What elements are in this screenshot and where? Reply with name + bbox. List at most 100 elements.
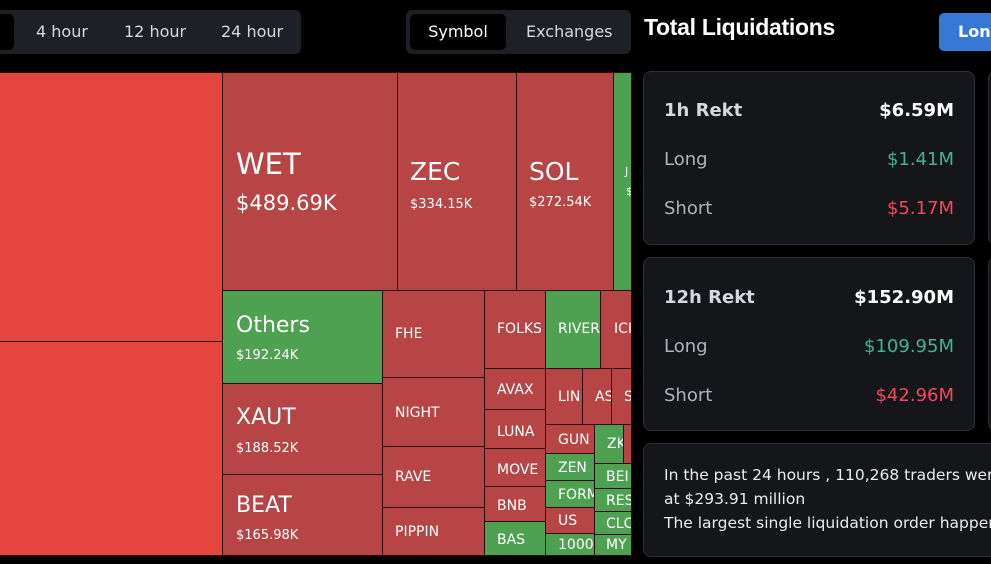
tile-value: $165.98K	[236, 528, 299, 543]
rekt-1h-long-label: Long	[664, 149, 708, 170]
tile-symbol: AVAX	[497, 382, 534, 398]
groupby-selector: Symbol Exchanges	[406, 10, 631, 54]
treemap-tile-pippin[interactable]: PIPPIN	[382, 507, 485, 556]
treemap-tile-sol[interactable]: SOL $272.54K	[516, 72, 614, 291]
tile-symbol: NIGHT	[395, 405, 440, 421]
tile-symbol: FORM	[558, 487, 595, 503]
rekt-1h-title: 1h Rekt	[664, 100, 743, 121]
tab-exchanges[interactable]: Exchanges	[526, 22, 613, 41]
treemap-tile-my[interactable]: MY	[594, 534, 632, 556]
treemap-tile-j[interactable]: J $	[613, 72, 632, 291]
tile-symbol: ZEN	[558, 460, 587, 476]
tab-symbol[interactable]: Symbol	[410, 14, 506, 50]
treemap-tile-zec[interactable]: ZEC $334.15K	[397, 72, 517, 291]
tile-value: $272.54K	[529, 195, 592, 210]
treemap-tile-as[interactable]: AS	[582, 368, 612, 425]
tab-selected-timeframe[interactable]	[0, 14, 14, 50]
tile-symbol: BNB	[497, 498, 527, 514]
tile-symbol: RAVE	[395, 469, 432, 485]
liquidation-treemap: WET $489.69K ZEC $334.15K SOL $272.54K J…	[0, 72, 632, 558]
tile-symbol: LIN	[558, 389, 581, 405]
summary-line-3: The largest single liquidation order hap…	[664, 514, 991, 532]
treemap-tile-large-bottom[interactable]	[0, 341, 223, 556]
rekt-12h-card: 12h Rekt $152.90M Long $109.95M Short $4…	[643, 257, 975, 431]
summary-line-1: In the past 24 hours , 110,268 traders w…	[664, 466, 991, 484]
treemap-tile-avax[interactable]: AVAX	[484, 368, 546, 410]
tab-12-hour[interactable]: 12 hour	[124, 22, 187, 41]
tile-value: $192.24K	[236, 348, 299, 363]
treemap-tile-rave[interactable]: RAVE	[382, 446, 485, 508]
tile-symbol: FOLKS	[497, 321, 542, 337]
tile-symbol: AS	[595, 389, 612, 405]
treemap-tile-river[interactable]: RIVER	[545, 290, 601, 369]
tile-symbol: J	[625, 165, 629, 178]
rekt-1h-card: 1h Rekt $6.59M Long $1.41M Short $5.17M	[643, 71, 975, 245]
treemap-tile-form[interactable]: FORM	[545, 480, 595, 508]
treemap-tile-lin[interactable]: LIN	[545, 368, 583, 425]
tile-symbol: PIPPIN	[395, 524, 440, 540]
tile-symbol: CLC	[606, 516, 632, 532]
treemap-tile-others[interactable]: Others $192.24K	[222, 290, 383, 384]
treemap-tile-small-right[interactable]	[623, 424, 632, 464]
tile-value: $	[626, 185, 631, 198]
tile-symbol: S	[624, 389, 631, 405]
treemap-tile-bei[interactable]: BEI	[594, 463, 632, 489]
treemap-tile-ici[interactable]: ICI	[600, 290, 632, 369]
rekt-1h-short-value: $5.17M	[886, 198, 954, 219]
treemap-tile-move[interactable]: MOVE	[484, 448, 546, 487]
summary-line-2: at $293.91 million	[664, 490, 806, 508]
tile-value: $188.52K	[236, 441, 299, 456]
treemap-tile-clc[interactable]: CLC	[594, 511, 632, 535]
treemap-tile-xaut[interactable]: XAUT $188.52K	[222, 383, 383, 475]
rekt-12h-long-label: Long	[664, 336, 708, 357]
rekt-1h-short-label: Short	[664, 198, 713, 219]
tile-symbol: 1000I	[558, 537, 595, 553]
tile-value: $489.69K	[236, 191, 337, 215]
treemap-tile-fhe[interactable]: FHE	[382, 290, 485, 378]
tile-symbol: WET	[236, 147, 301, 181]
tile-symbol: BEAT	[236, 493, 292, 518]
treemap-tile-luna[interactable]: LUNA	[484, 409, 546, 449]
tile-symbol: BAS	[497, 532, 526, 548]
summary-card: In the past 24 hours , 110,268 traders w…	[643, 443, 991, 557]
tile-symbol: ZEC	[410, 157, 461, 186]
page-title: Total Liquidations	[644, 14, 835, 40]
treemap-tile-beat[interactable]: BEAT $165.98K	[222, 474, 383, 556]
tile-symbol: FHE	[395, 326, 423, 342]
tile-value: $334.15K	[410, 197, 473, 212]
rekt-12h-long-value: $109.95M	[864, 336, 954, 357]
tile-symbol: MOVE	[497, 462, 539, 478]
rekt-12h-short-label: Short	[664, 385, 713, 406]
tile-symbol: RES	[606, 493, 632, 509]
tile-symbol: ICI	[614, 321, 632, 337]
treemap-tile-large-top[interactable]	[0, 72, 223, 342]
rekt-1h-long-value: $1.41M	[886, 149, 954, 170]
treemap-tile-folks[interactable]: FOLKS	[484, 290, 546, 369]
treemap-tile-s[interactable]: S	[611, 368, 632, 425]
tile-symbol: GUN	[558, 432, 590, 448]
treemap-tile-zen[interactable]: ZEN	[545, 453, 595, 481]
long-button[interactable]: Long	[939, 13, 991, 51]
rekt-12h-total: $152.90M	[854, 287, 954, 308]
tile-symbol: Others	[236, 313, 310, 338]
treemap-tile-1000[interactable]: 1000I	[545, 533, 595, 556]
treemap-tile-night[interactable]: NIGHT	[382, 377, 485, 447]
tile-symbol: BEI	[606, 469, 629, 485]
treemap-tile-us[interactable]: US	[545, 507, 595, 534]
tile-symbol: LUNA	[497, 424, 535, 440]
treemap-tile-gun[interactable]: GUN	[545, 424, 595, 454]
tab-24-hour[interactable]: 24 hour	[221, 22, 284, 41]
rekt-12h-title: 12h Rekt	[664, 287, 755, 308]
tile-symbol: RIVER	[558, 321, 601, 337]
tile-symbol: ZK	[607, 436, 624, 452]
rekt-1h-total: $6.59M	[879, 100, 954, 121]
timeframe-selector: 4 hour 12 hour 24 hour	[0, 10, 301, 54]
treemap-tile-wet[interactable]: WET $489.69K	[222, 72, 398, 291]
tab-4-hour[interactable]: 4 hour	[36, 22, 88, 41]
treemap-tile-zk[interactable]: ZK	[594, 424, 624, 464]
tile-symbol: XAUT	[236, 405, 296, 430]
treemap-tile-bas[interactable]: BAS	[484, 521, 546, 556]
rekt-12h-short-value: $42.96M	[875, 385, 954, 406]
treemap-tile-bnb[interactable]: BNB	[484, 486, 546, 522]
treemap-tile-res[interactable]: RES	[594, 488, 632, 512]
